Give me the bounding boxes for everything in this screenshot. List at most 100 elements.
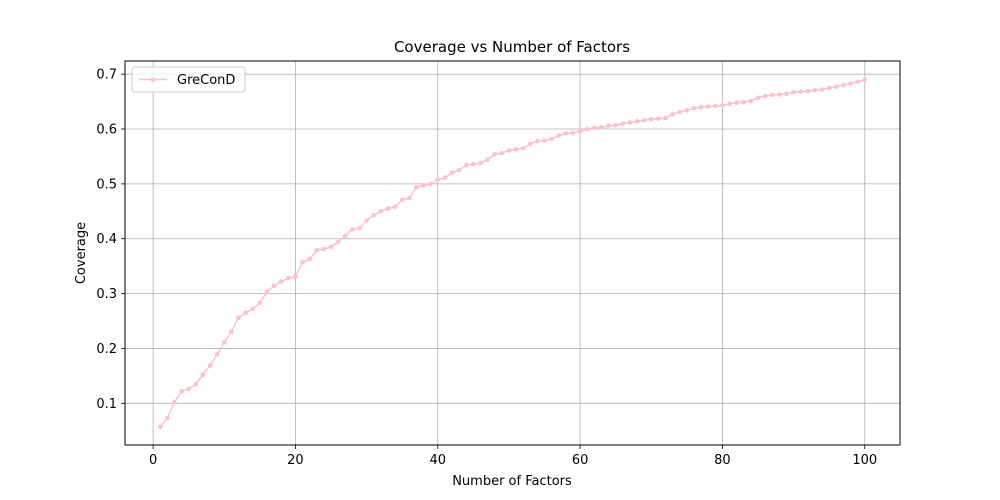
data-point (520, 145, 526, 151)
data-point (200, 372, 206, 378)
data-point (549, 136, 554, 142)
data-point (179, 388, 184, 394)
data-point (862, 77, 868, 82)
data-point (577, 128, 583, 134)
data-point (478, 160, 483, 166)
data-point (812, 87, 818, 93)
legend-label-grecond: GreConD (177, 73, 235, 88)
data-point (328, 244, 334, 250)
data-point (698, 104, 704, 110)
data-point (243, 310, 248, 316)
data-point (606, 123, 611, 129)
data-point (271, 283, 277, 289)
data-point (392, 204, 398, 210)
data-point (720, 103, 725, 108)
x-tick-label: 40 (430, 453, 447, 468)
x-tick-label: 80 (714, 453, 731, 468)
y-tick-label: 0.1 (96, 397, 117, 412)
data-point (456, 167, 462, 173)
data-point (684, 108, 690, 113)
data-point (727, 101, 732, 107)
data-point (214, 352, 220, 357)
data-point (527, 141, 533, 147)
data-point (207, 363, 213, 368)
data-point (300, 260, 305, 265)
data-point (335, 239, 341, 245)
legend-box (131, 66, 246, 93)
data-point (777, 92, 782, 97)
data-point (236, 315, 241, 321)
data-point (193, 381, 199, 387)
data-point (535, 138, 540, 144)
x-axis-title: Number of Factors (452, 474, 572, 489)
y-tick-label: 0.6 (96, 123, 117, 138)
x-tick-label: 60 (572, 453, 589, 468)
y-tick-label: 0.4 (96, 232, 117, 247)
y-tick-label: 0.5 (96, 177, 117, 192)
data-point (584, 126, 590, 132)
data-point (805, 88, 811, 94)
data-point (278, 279, 284, 284)
data-point (165, 415, 170, 421)
data-point (499, 150, 505, 156)
data-point (634, 119, 640, 124)
data-point (599, 125, 604, 130)
data-point (221, 340, 227, 345)
data-point (705, 104, 711, 109)
data-point (762, 93, 768, 99)
data-point (407, 195, 412, 201)
data-point (492, 151, 498, 157)
y-tick-label: 0.7 (96, 68, 117, 83)
data-point (556, 133, 562, 138)
data-point (157, 424, 163, 430)
data-point (542, 138, 547, 143)
data-point (841, 82, 846, 88)
data-point (769, 92, 775, 98)
data-point (264, 289, 270, 295)
x-tick-label: 0 (149, 453, 157, 468)
data-point (442, 175, 448, 181)
data-point (435, 177, 441, 182)
data-point (371, 212, 377, 218)
data-point (350, 227, 355, 232)
data-point (791, 89, 796, 95)
data-point (471, 161, 476, 167)
data-point (399, 197, 405, 203)
data-point (364, 218, 369, 223)
data-point (314, 247, 320, 253)
data-point (385, 206, 391, 211)
data-point (656, 116, 661, 121)
x-tick-label: 20 (287, 453, 304, 468)
x-tick-label: 100 (852, 453, 877, 468)
y-tick-label: 0.2 (96, 342, 117, 357)
axis-ticks: 0 20 40 60 80 100 0.1 0.2 0.3 0.4 0.5 0.6 0.7 (96, 68, 877, 468)
data-point (506, 148, 512, 153)
y-axis-title: Coverage (74, 222, 89, 284)
series-line-grecond (159, 78, 865, 428)
data-point (641, 117, 647, 123)
data-point (250, 306, 256, 312)
data-point (485, 157, 490, 163)
data-point (172, 399, 177, 405)
data-point (570, 130, 576, 136)
data-point (414, 184, 419, 190)
data-point (620, 121, 626, 126)
data-point (229, 329, 234, 334)
legend: GreConD (131, 66, 246, 93)
data-point (307, 256, 312, 262)
data-point (734, 100, 739, 105)
data-point (421, 183, 426, 188)
data-point (592, 125, 597, 131)
data-point (257, 300, 263, 306)
legend-marker-swatch (150, 77, 156, 82)
data-point (513, 147, 519, 152)
data-point (463, 162, 469, 168)
data-point (819, 87, 825, 92)
data-point (848, 81, 853, 86)
data-point (378, 209, 384, 214)
data-point (627, 120, 633, 125)
data-point (713, 103, 718, 109)
data-point (563, 131, 569, 136)
